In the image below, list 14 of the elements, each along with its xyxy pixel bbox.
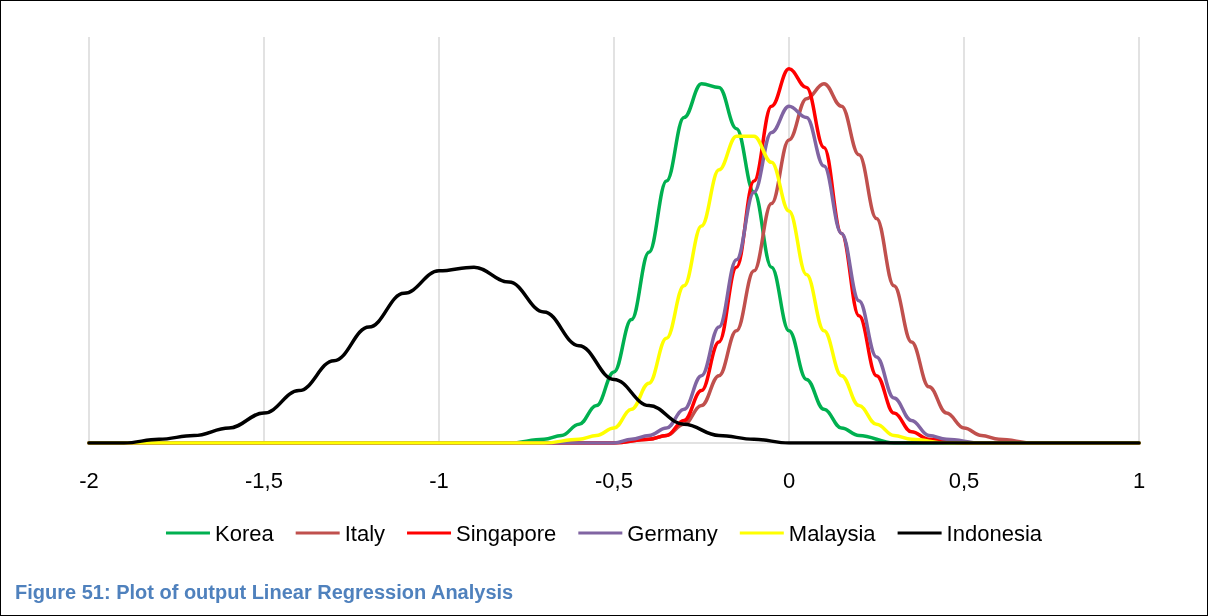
caption: Figure 51: Plot of output Linear Regression Analysis	[15, 581, 514, 604]
legend-label: Singapore	[456, 520, 557, 546]
legend-label: Korea	[214, 520, 275, 546]
x-tick-label: -1	[429, 467, 449, 493]
x-tick-label: -2	[79, 467, 99, 493]
x-tick-label: 0,5	[948, 467, 980, 493]
x-tick-label: -0,5	[595, 467, 633, 493]
legend-label: Indonesia	[946, 520, 1043, 546]
legend-label: Malaysia	[788, 520, 877, 546]
x-tick-label: -1,5	[245, 467, 283, 493]
legend-label: Germany	[627, 520, 718, 546]
x-tick-label: 1	[1132, 467, 1146, 493]
x-tick-label: 0	[782, 467, 796, 493]
legend-label: Italy	[344, 520, 386, 546]
